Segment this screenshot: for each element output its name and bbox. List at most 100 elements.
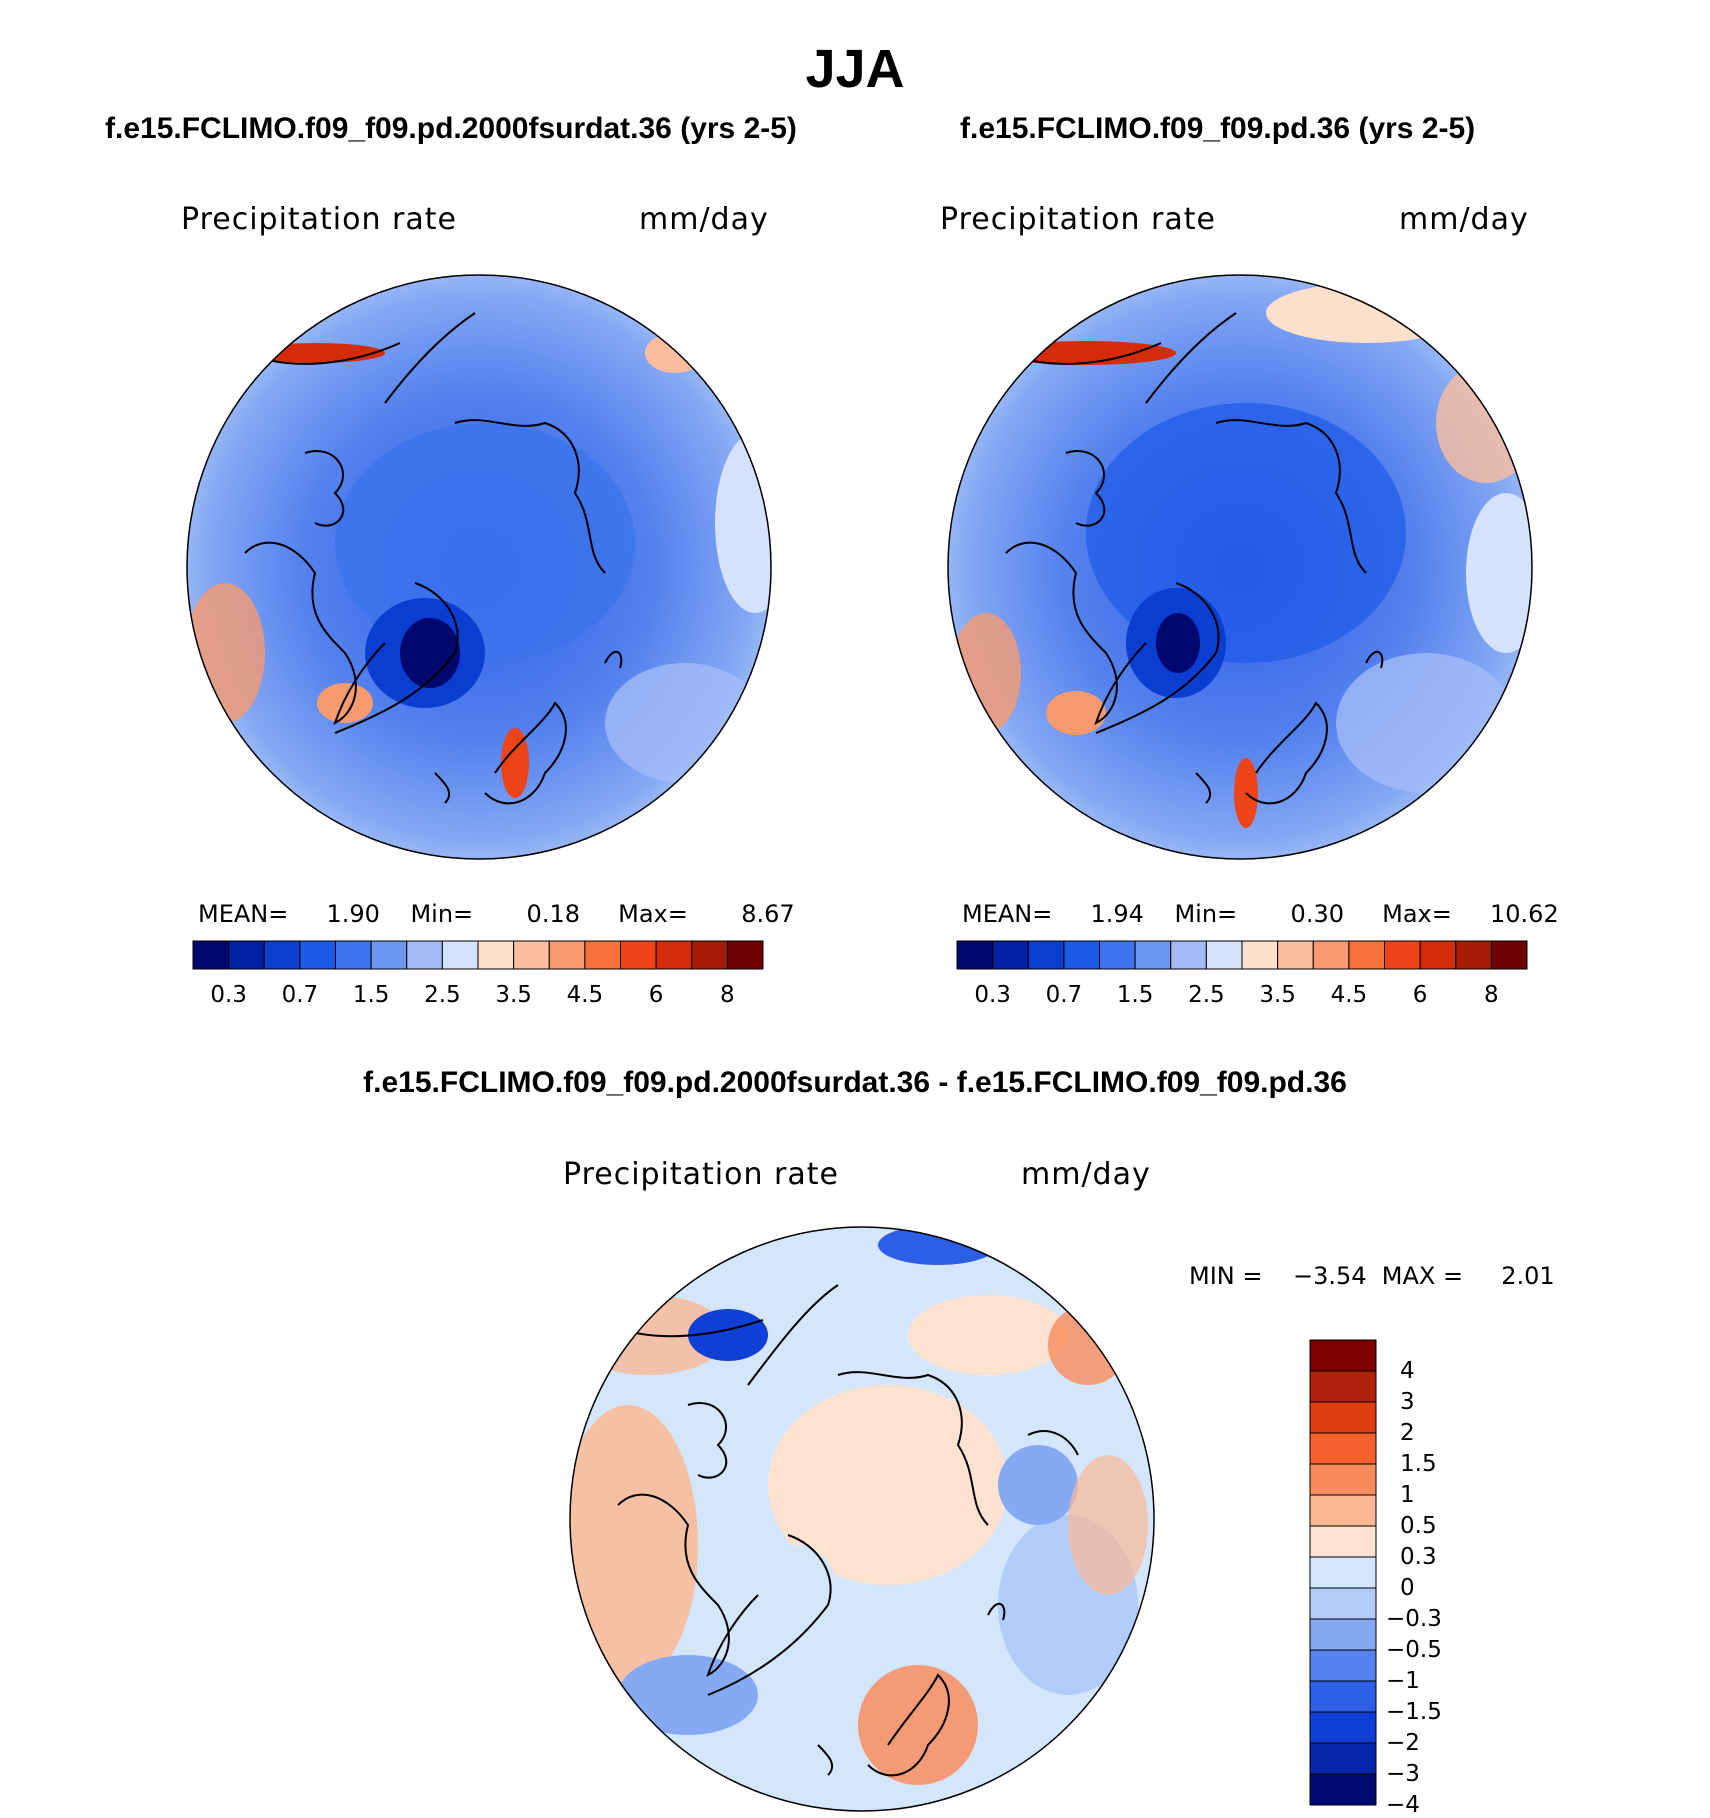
diff-colorbar-swatch <box>1309 1463 1377 1496</box>
colorbar-swatch <box>584 940 621 970</box>
panel-1-variable-label: Precipitation rate <box>181 202 457 237</box>
diff-colorbar-swatch <box>1309 1525 1377 1558</box>
diff-colorbar-tick-label: 1.5 <box>1400 1451 1437 1477</box>
colorbar-swatch <box>263 940 301 970</box>
diff-colorbar-tick-label: 0 <box>1400 1575 1415 1601</box>
colorbar-swatch <box>1455 940 1492 970</box>
colorbar-swatch <box>1027 940 1065 970</box>
panel-2-colorbar-labels: 0.3 0.7 1.5 2.5 3.5 4.5 6 8 <box>957 982 1527 1012</box>
diff-colorbar-tick-label: −0.3 <box>1386 1606 1442 1632</box>
panel-1-colorbar-labels: 0.3 0.7 1.5 2.5 3.5 4.5 6 8 <box>193 982 763 1012</box>
panel-1-polar-map <box>186 274 772 860</box>
colorbar-swatch <box>370 940 408 970</box>
colorbar-tick-label: 8 <box>720 982 735 1008</box>
diff-colorbar-tick-label: −1.5 <box>1386 1699 1442 1725</box>
colorbar-swatch <box>1063 940 1100 970</box>
colorbar-swatch <box>299 940 336 970</box>
colorbar-tick-label: 8 <box>1484 982 1499 1008</box>
diff-colorbar-swatch <box>1309 1370 1377 1403</box>
diff-colorbar-tick-label: 0.3 <box>1400 1544 1437 1570</box>
panel-2-colorbar <box>956 940 1528 970</box>
page-title: JJA <box>805 39 905 99</box>
diff-colorbar-tick-label: −2 <box>1386 1730 1420 1756</box>
colorbar-swatch <box>1134 940 1172 970</box>
diff-colorbar-swatch <box>1309 1556 1377 1589</box>
diff-colorbar-tick-label: −0.5 <box>1386 1637 1442 1663</box>
diff-colorbar-swatch <box>1309 1680 1377 1713</box>
colorbar-swatch <box>1241 940 1279 970</box>
diff-colorbar-tick-label: 3 <box>1400 1389 1415 1415</box>
colorbar-swatch <box>1277 940 1314 970</box>
diff-colorbar-swatch <box>1309 1494 1377 1527</box>
colorbar-tick-label: 0.7 <box>1045 982 1083 1008</box>
colorbar-swatch <box>1170 940 1207 970</box>
panel-1-stats: MEAN= 1.90 Min= 0.18 Max= 8.67 <box>198 900 795 928</box>
panel-2-stats: MEAN= 1.94 Min= 0.30 Max= 10.62 <box>962 900 1559 928</box>
colorbar-tick-label: 1.5 <box>352 982 390 1008</box>
colorbar-tick-label: 2.5 <box>1188 982 1225 1008</box>
colorbar-swatch <box>441 940 479 970</box>
colorbar-swatch <box>1099 940 1136 970</box>
panel-2-case-title: f.e15.FCLIMO.f09_f09.pd.36 (yrs 2-5) <box>960 112 1476 145</box>
colorbar-swatch <box>956 940 994 970</box>
colorbar-swatch <box>992 940 1029 970</box>
colorbar-tick-label: 3.5 <box>495 982 532 1008</box>
colorbar-tick-label: 0.7 <box>281 982 319 1008</box>
colorbar-tick-label: 4.5 <box>566 982 604 1008</box>
diff-colorbar-swatch <box>1309 1773 1377 1806</box>
diff-colorbar-swatch <box>1309 1432 1377 1465</box>
panel-1-case-title: f.e15.FCLIMO.f09_f09.pd.2000fsurdat.36 (… <box>105 112 797 145</box>
colorbar-tick-label: 3.5 <box>1259 982 1296 1008</box>
diff-colorbar-tick-label: 4 <box>1400 1358 1415 1384</box>
panel-1-units-label: mm/day <box>639 202 769 237</box>
colorbar-swatch <box>1384 940 1421 970</box>
colorbar-swatch <box>655 940 693 970</box>
colorbar-swatch <box>513 940 550 970</box>
diff-colorbar <box>1309 1339 1377 1806</box>
colorbar-swatch <box>1348 940 1385 970</box>
diff-colorbar-tick-label: −1 <box>1386 1668 1420 1694</box>
diff-colorbar-swatch <box>1309 1618 1377 1651</box>
diff-colorbar-swatch <box>1309 1401 1377 1434</box>
panel-2-polar-map <box>947 274 1533 860</box>
diff-colorbar-labels: 4 3 2 1.5 1 0.5 0.3 0 −0.3 −0.5 −1 −1.5 −2 −3 −4 <box>1386 1340 1506 1818</box>
diff-title: f.e15.FCLIMO.f09_f09.pd.2000fsurdat.36 -… <box>363 1066 1347 1099</box>
diff-polar-map <box>569 1226 1155 1812</box>
diff-colorbar-tick-label: −4 <box>1386 1792 1420 1818</box>
diff-colorbar-tick-label: −3 <box>1386 1761 1420 1787</box>
colorbar-swatch <box>1312 940 1350 970</box>
panel-1-colorbar <box>192 940 764 970</box>
colorbar-swatch <box>192 940 230 970</box>
colorbar-tick-label: 0.3 <box>974 982 1011 1008</box>
colorbar-tick-label: 2.5 <box>424 982 461 1008</box>
panel-2-units-label: mm/day <box>1399 202 1529 237</box>
colorbar-swatch <box>1490 940 1528 970</box>
diff-colorbar-swatch <box>1309 1339 1377 1372</box>
diff-colorbar-tick-label: 1 <box>1400 1482 1415 1508</box>
diff-colorbar-swatch <box>1309 1711 1377 1744</box>
diff-colorbar-swatch <box>1309 1742 1377 1775</box>
colorbar-swatch <box>620 940 657 970</box>
diff-colorbar-swatch <box>1309 1587 1377 1620</box>
diff-colorbar-swatch <box>1309 1649 1377 1682</box>
diff-colorbar-tick-label: 0.5 <box>1400 1513 1437 1539</box>
colorbar-swatch <box>477 940 515 970</box>
colorbar-tick-label: 0.3 <box>210 982 247 1008</box>
colorbar-swatch <box>1205 940 1243 970</box>
diff-variable-label: Precipitation rate <box>563 1157 839 1192</box>
colorbar-swatch <box>228 940 265 970</box>
colorbar-tick-label: 1.5 <box>1116 982 1154 1008</box>
colorbar-swatch <box>548 940 586 970</box>
diff-minmax: MIN = −3.54 MAX = 2.01 <box>1189 1262 1555 1290</box>
colorbar-swatch <box>726 940 764 970</box>
colorbar-swatch <box>1419 940 1457 970</box>
colorbar-tick-label: 6 <box>648 982 664 1008</box>
panel-2-variable-label: Precipitation rate <box>940 202 1216 237</box>
colorbar-swatch <box>406 940 443 970</box>
colorbar-swatch <box>691 940 728 970</box>
diff-colorbar-tick-label: 2 <box>1400 1420 1415 1446</box>
colorbar-swatch <box>335 940 372 970</box>
diff-units-label: mm/day <box>1021 1157 1151 1192</box>
colorbar-tick-label: 6 <box>1412 982 1428 1008</box>
colorbar-tick-label: 4.5 <box>1330 982 1368 1008</box>
